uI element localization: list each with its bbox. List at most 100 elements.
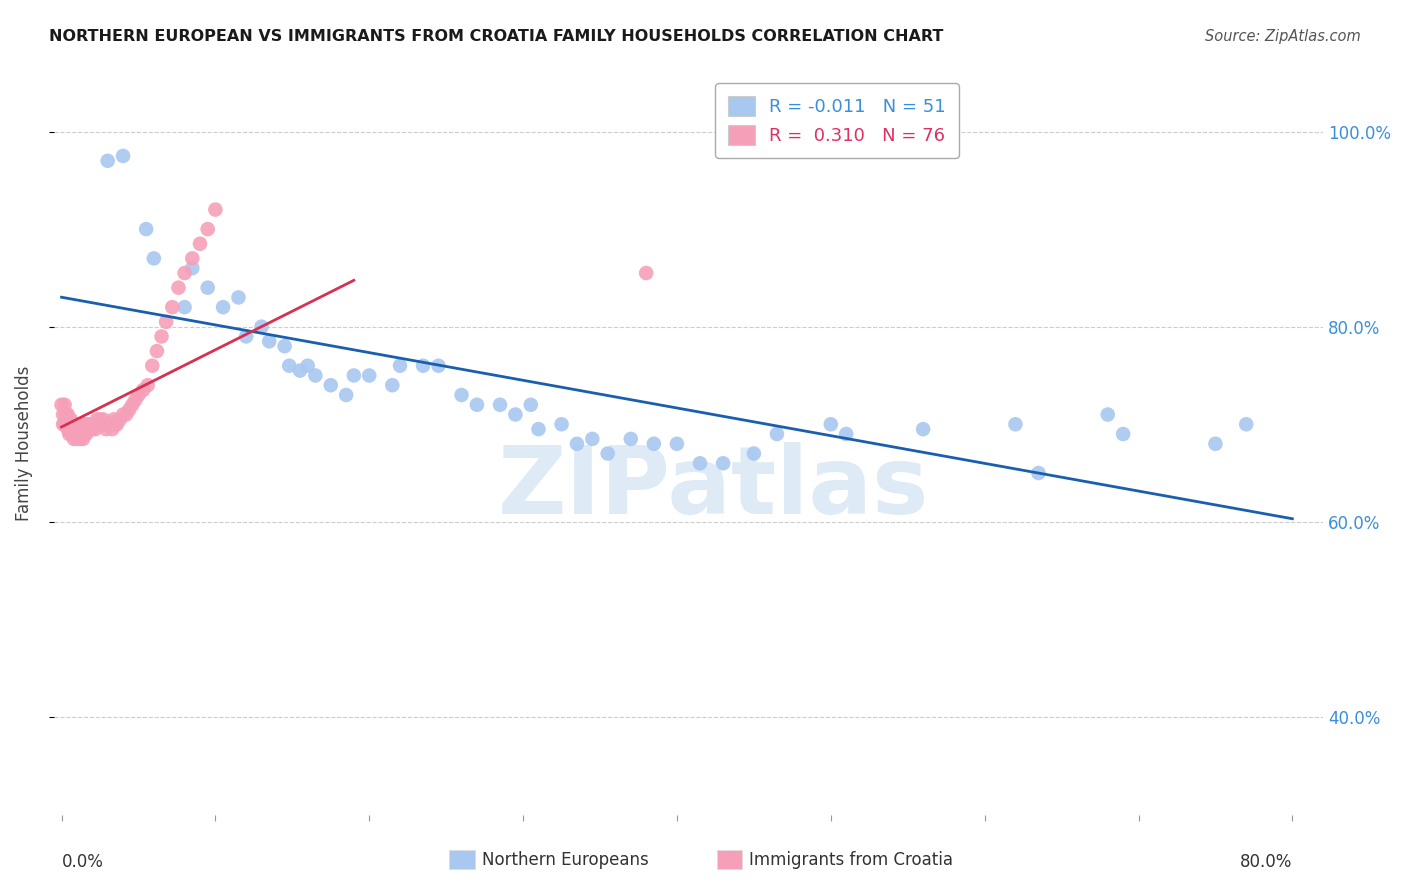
Point bbox=[636, 266, 658, 280]
Point bbox=[87, 417, 110, 432]
Point bbox=[135, 222, 157, 236]
Point bbox=[278, 359, 301, 373]
Point bbox=[115, 408, 138, 422]
Point bbox=[65, 417, 87, 432]
Point bbox=[112, 149, 135, 163]
Point bbox=[257, 334, 280, 349]
Point bbox=[67, 417, 90, 432]
Point bbox=[118, 402, 141, 417]
Point bbox=[141, 359, 163, 373]
Point bbox=[335, 388, 357, 402]
Point bbox=[297, 359, 319, 373]
Point bbox=[250, 319, 273, 334]
Point bbox=[304, 368, 326, 383]
Point bbox=[56, 422, 79, 436]
Point bbox=[173, 300, 195, 314]
Point bbox=[742, 446, 765, 460]
Point bbox=[55, 417, 77, 432]
Point bbox=[77, 417, 100, 432]
Point bbox=[55, 408, 77, 422]
Point bbox=[103, 412, 125, 426]
Text: Northern Europeans: Northern Europeans bbox=[482, 851, 648, 869]
Point bbox=[427, 359, 450, 373]
Point bbox=[711, 456, 734, 470]
Point bbox=[124, 392, 146, 407]
Point bbox=[343, 368, 366, 383]
Point bbox=[80, 422, 103, 436]
Legend: R = -0.011   N = 51, R =  0.310   N = 76: R = -0.011 N = 51, R = 0.310 N = 76 bbox=[716, 84, 959, 158]
Point bbox=[59, 422, 82, 436]
Point bbox=[665, 436, 688, 450]
Point bbox=[51, 398, 73, 412]
Point bbox=[835, 427, 858, 442]
Point bbox=[101, 422, 124, 436]
Point bbox=[359, 368, 381, 383]
Point bbox=[197, 222, 219, 236]
Point bbox=[1028, 466, 1050, 480]
Point bbox=[75, 427, 97, 442]
Point bbox=[381, 378, 404, 392]
Point bbox=[69, 422, 91, 436]
Point bbox=[766, 427, 789, 442]
Point bbox=[91, 417, 114, 432]
Point bbox=[197, 280, 219, 294]
Point bbox=[1204, 436, 1226, 450]
Point bbox=[59, 412, 82, 426]
Point bbox=[56, 408, 79, 422]
Point bbox=[132, 383, 155, 397]
Point bbox=[181, 261, 204, 276]
Point bbox=[105, 417, 128, 432]
Text: 0.0%: 0.0% bbox=[62, 854, 104, 871]
Point bbox=[66, 422, 89, 436]
Point bbox=[58, 427, 80, 442]
Point bbox=[86, 412, 108, 426]
Point bbox=[76, 417, 98, 432]
Point bbox=[66, 432, 89, 446]
Point bbox=[98, 417, 121, 432]
Point bbox=[72, 422, 94, 436]
Point bbox=[150, 329, 173, 343]
Point bbox=[188, 236, 211, 251]
Point bbox=[212, 300, 235, 314]
Point bbox=[389, 359, 412, 373]
Point bbox=[1234, 417, 1257, 432]
Y-axis label: Family Households: Family Households bbox=[15, 366, 32, 522]
Point bbox=[1004, 417, 1026, 432]
Point bbox=[60, 427, 83, 442]
Point bbox=[412, 359, 434, 373]
Point bbox=[91, 412, 114, 426]
Point bbox=[75, 417, 97, 432]
Point bbox=[90, 417, 112, 432]
Point bbox=[689, 456, 711, 470]
Point bbox=[173, 266, 195, 280]
Point bbox=[73, 417, 96, 432]
Point bbox=[204, 202, 226, 217]
Point bbox=[912, 422, 935, 436]
Point bbox=[53, 417, 76, 432]
Point bbox=[319, 378, 342, 392]
Point bbox=[520, 398, 543, 412]
Text: NORTHERN EUROPEAN VS IMMIGRANTS FROM CROATIA FAMILY HOUSEHOLDS CORRELATION CHART: NORTHERN EUROPEAN VS IMMIGRANTS FROM CRO… bbox=[49, 29, 943, 44]
Point bbox=[53, 398, 76, 412]
Text: 80.0%: 80.0% bbox=[1240, 854, 1292, 871]
Point bbox=[620, 432, 643, 446]
Point bbox=[69, 432, 91, 446]
Point bbox=[121, 398, 143, 412]
Point bbox=[273, 339, 295, 353]
Point bbox=[235, 329, 257, 343]
Point bbox=[596, 446, 619, 460]
Point bbox=[565, 436, 588, 450]
Point bbox=[89, 412, 111, 426]
Point bbox=[527, 422, 550, 436]
Point bbox=[581, 432, 603, 446]
Point bbox=[84, 422, 107, 436]
Point bbox=[104, 417, 127, 432]
Point bbox=[63, 432, 86, 446]
Point bbox=[112, 408, 135, 422]
Point bbox=[167, 280, 190, 294]
Point bbox=[489, 398, 512, 412]
Point bbox=[505, 408, 527, 422]
Point bbox=[162, 300, 184, 314]
Point bbox=[1097, 408, 1119, 422]
Point bbox=[52, 417, 75, 432]
